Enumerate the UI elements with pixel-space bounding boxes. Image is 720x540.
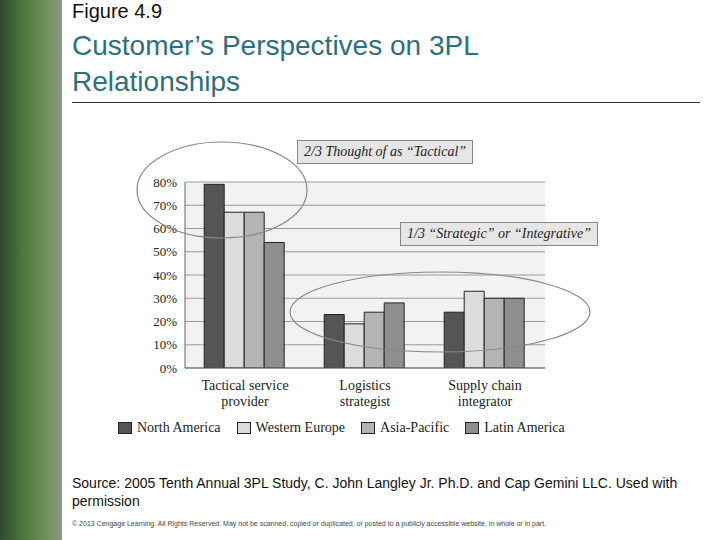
svg-text:80%: 80% [153,175,177,190]
svg-text:40%: 40% [153,268,177,283]
svg-text:50%: 50% [153,244,177,259]
svg-text:20%: 20% [153,314,177,329]
svg-text:0%: 0% [160,361,178,376]
html-text:North America: North America [137,420,221,435]
html-text:Source: 2005 Tenth Annual 3PL: Source: 2005 Tenth Annual 3PL Study, C. … [72,475,678,509]
svg-text:Logisticsstrategist: Logisticsstrategist [339,378,390,409]
svg-text:30%: 30% [153,291,177,306]
svg-text:10%: 10% [153,337,177,352]
svg-text:Tactical serviceprovider: Tactical serviceprovider [201,378,288,409]
html-text:2/3 Thought of as “Tactical”: 2/3 Thought of as “Tactical” [304,144,467,159]
html-text:Figure 4.9: Figure 4.9 [72,0,163,22]
html-text:© 2013 Cengage Learning. All R: © 2013 Cengage Learning. All Rights Rese… [72,520,547,527]
html-text:1/3 “Strategic” or “Integrativ: 1/3 “Strategic” or “Integrative” [407,226,591,241]
html-text:Western Europe: Western Europe [255,420,345,435]
svg-text:60%: 60% [153,221,177,236]
html-text:Customer’s Perspectives on 3PL: Customer’s Perspectives on 3PL Relations… [72,30,478,97]
html-text:Latin America: Latin America [484,420,565,435]
svg-text:70%: 70% [153,198,177,213]
html-text:Asia-Pacific: Asia-Pacific [380,420,450,435]
svg-text:Supply chainintegrator: Supply chainintegrator [448,378,522,409]
